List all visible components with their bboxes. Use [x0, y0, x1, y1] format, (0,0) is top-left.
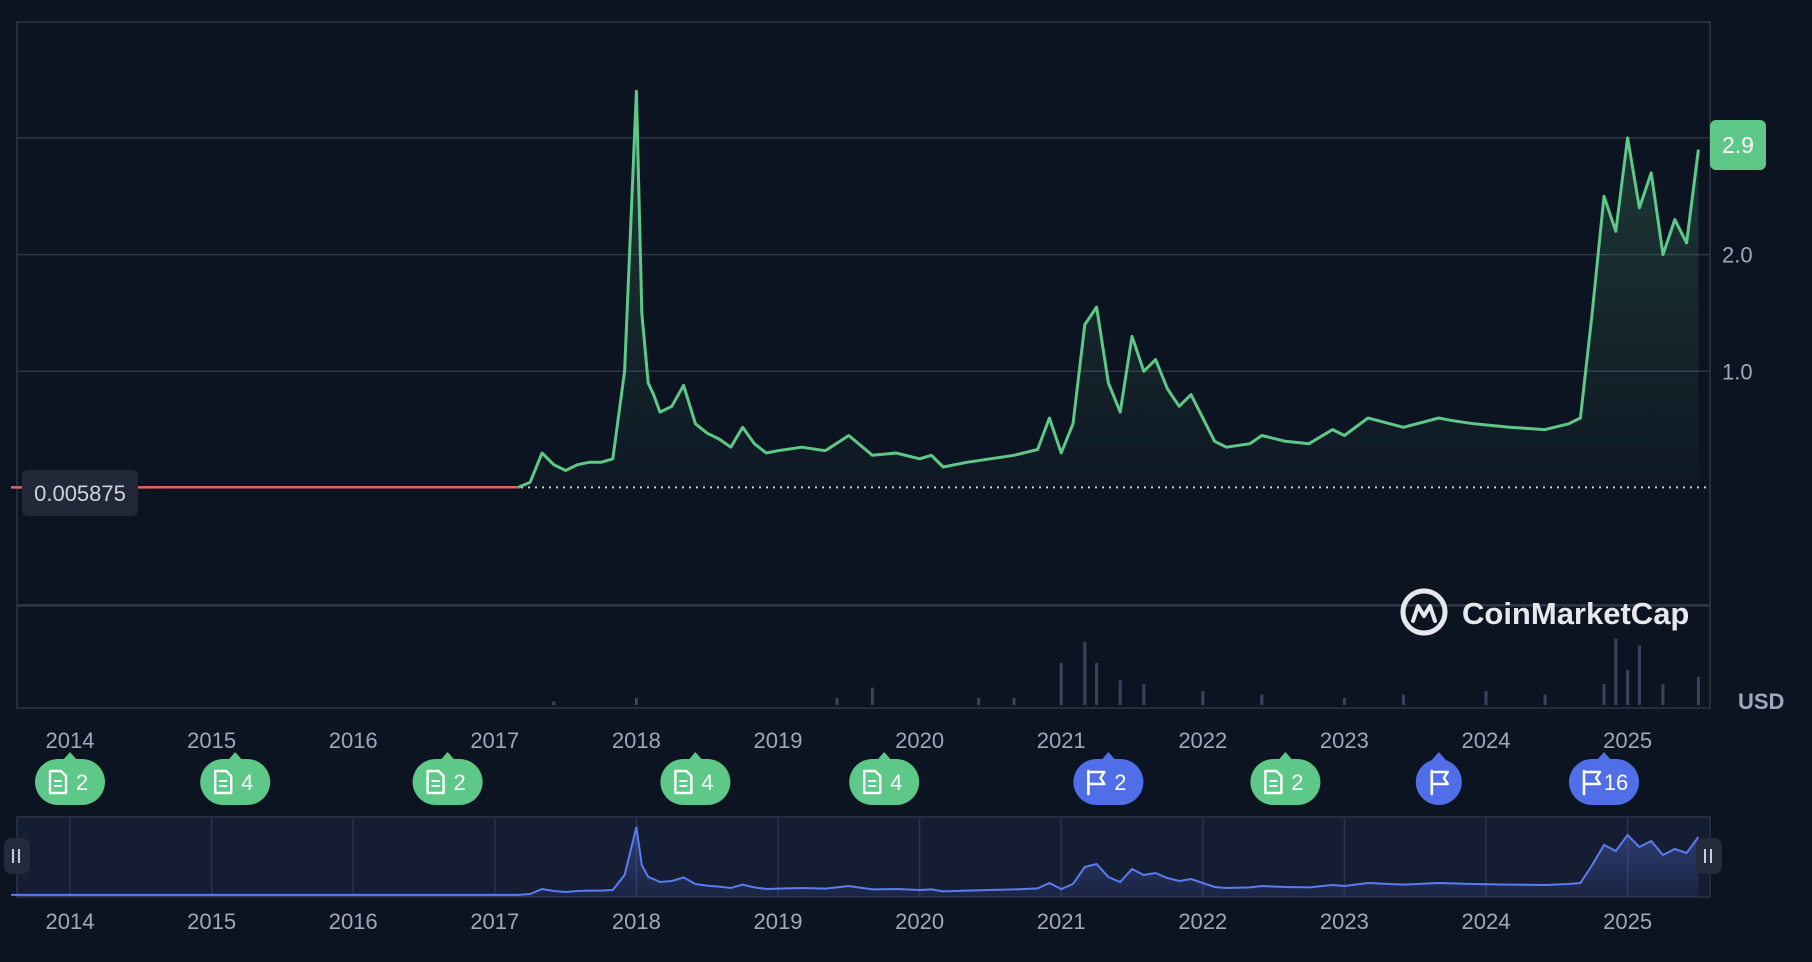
x-tick-label: 2024	[1462, 728, 1511, 753]
volume-bar	[1059, 663, 1063, 705]
volume-bar	[1260, 694, 1264, 705]
news-event-marker[interactable]: 4	[200, 752, 271, 805]
current-price-tag: 2.9	[1710, 120, 1766, 170]
navigator-tick-label: 2021	[1037, 909, 1086, 934]
navigator-handle-right[interactable]	[1696, 838, 1722, 874]
news-event-marker[interactable]: 2	[1250, 752, 1321, 805]
event-count: 2	[1114, 770, 1126, 795]
coinmarketcap-logo-icon	[1400, 588, 1448, 636]
navigator-tick-label: 2022	[1178, 909, 1227, 934]
x-tick-label: 2018	[612, 728, 661, 753]
news-event-marker[interactable]: 4	[660, 752, 731, 805]
navigator-tick-label: 2025	[1603, 909, 1652, 934]
flag-icon	[1430, 769, 1450, 796]
document-icon	[48, 769, 68, 795]
volume-bar	[1614, 638, 1618, 705]
navigator-tick-label: 2018	[612, 909, 661, 934]
volume-bar	[1142, 684, 1146, 705]
navigator-tick-label: 2019	[754, 909, 803, 934]
volume-bar	[552, 701, 556, 705]
x-tick-label: 2016	[329, 728, 378, 753]
flag-icon	[1582, 769, 1602, 796]
y-tick-label: 1.0	[1722, 359, 1753, 384]
x-tick-label: 2014	[46, 728, 95, 753]
volume-bar	[1095, 663, 1099, 705]
price-line[interactable]	[517, 89, 1700, 489]
news-event-marker[interactable]: 2	[412, 752, 483, 805]
event-count: 2	[1291, 770, 1303, 795]
document-icon	[1264, 769, 1283, 795]
flag-icon	[1087, 769, 1106, 796]
volume-bar	[835, 698, 839, 705]
navigator-handle-left[interactable]	[4, 838, 30, 874]
flag-event-marker[interactable]	[1415, 752, 1462, 805]
flag-event-marker[interactable]: 2	[1073, 752, 1144, 805]
coinmarketcap-watermark: CoinMarketCap	[1400, 588, 1689, 636]
document-icon	[863, 769, 882, 795]
volume-bar	[1602, 684, 1606, 705]
watermark-text: CoinMarketCap	[1462, 596, 1689, 631]
event-count: 2	[453, 770, 465, 795]
volume-bar	[977, 698, 981, 705]
currency-label: USD	[1738, 689, 1784, 714]
navigator-line	[11, 826, 1700, 896]
volume-bar	[1626, 670, 1630, 705]
navigator-tick-label: 2014	[46, 909, 95, 934]
volume-bar	[1543, 694, 1547, 705]
volume-bar	[1661, 684, 1665, 705]
event-count: 4	[890, 770, 902, 795]
volume-bar	[1696, 677, 1700, 705]
news-event-marker[interactable]: 4	[849, 752, 920, 805]
volume-bar	[634, 698, 638, 705]
volume-bar	[1201, 691, 1205, 705]
volume-bar	[1401, 694, 1405, 705]
volume-bar	[1342, 698, 1346, 705]
navigator-tick-label: 2016	[329, 909, 378, 934]
navigator-tick-label: 2017	[470, 909, 519, 934]
document-icon	[213, 769, 233, 795]
volume-bar	[1012, 698, 1016, 705]
volume-bar	[1484, 691, 1488, 705]
volume-bar	[1083, 642, 1087, 705]
document-icon	[426, 769, 445, 795]
x-tick-label: 2023	[1320, 728, 1369, 753]
event-count: 16	[1604, 770, 1628, 795]
navigator-tick-label: 2024	[1462, 909, 1511, 934]
x-tick-label: 2022	[1178, 728, 1227, 753]
navigator-tick-label: 2023	[1320, 909, 1369, 934]
document-icon	[674, 769, 693, 795]
reference-price-tag: 0.005875	[22, 470, 138, 516]
plot-frame	[16, 21, 1711, 709]
navigator-tick-label: 2020	[895, 909, 944, 934]
x-tick-label: 2025	[1603, 728, 1652, 753]
volume-bar	[870, 687, 874, 705]
event-count: 4	[701, 770, 713, 795]
navigator-area	[11, 827, 1699, 897]
x-tick-label: 2020	[895, 728, 944, 753]
navigator-tick-label: 2015	[187, 909, 236, 934]
x-tick-label: 2017	[470, 728, 519, 753]
volume-bar	[1637, 645, 1641, 705]
x-tick-label: 2019	[754, 728, 803, 753]
x-tick-label: 2021	[1037, 728, 1086, 753]
event-count: 2	[76, 770, 88, 795]
volume-bar	[1118, 680, 1122, 705]
x-tick-label: 2015	[187, 728, 236, 753]
flag-event-marker[interactable]: 16	[1569, 752, 1639, 805]
y-tick-label: 2.0	[1722, 243, 1753, 268]
event-count: 4	[241, 770, 253, 795]
reference-price-label: 0.005875	[34, 481, 126, 506]
news-event-marker[interactable]: 2	[35, 752, 105, 805]
current-price-label: 2.9	[1722, 132, 1754, 158]
